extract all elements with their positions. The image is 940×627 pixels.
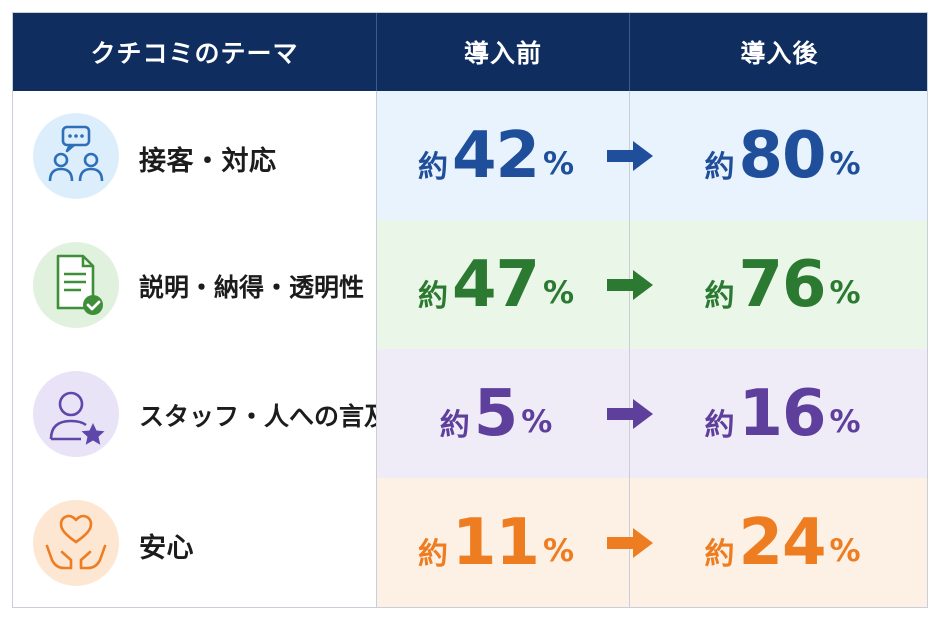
table-row: 説明・納得・透明性約 47% 約 76%	[13, 220, 927, 349]
value-prefix: 約	[704, 407, 735, 443]
value-number: 47	[451, 247, 540, 322]
arrow-right-icon	[607, 398, 653, 429]
value-number: 11	[451, 505, 540, 580]
table-row: 安心約 11% 約 24%	[13, 478, 927, 607]
person-star-icon-graphic	[49, 391, 105, 445]
arrow-right-icon	[607, 527, 653, 558]
heart-hands-icon-graphic	[45, 514, 107, 569]
header-before: 導入前	[463, 39, 542, 68]
column-divider	[376, 220, 377, 349]
table-header: クチコミのテーマ 導入前 導入後	[13, 13, 927, 91]
value-before: 約 5%	[376, 349, 616, 478]
value-number: 80	[738, 118, 826, 193]
value-cell: 約 47% 約 76%	[376, 220, 927, 349]
value-number: 24	[738, 505, 826, 580]
value-unit: %	[543, 532, 575, 569]
column-divider	[376, 91, 377, 220]
value-before: 約 42%	[376, 91, 616, 220]
value-before: 約 11%	[376, 478, 616, 607]
theme-label: スタッフ・人への言及	[139, 401, 390, 431]
theme-cell: 説明・納得・透明性	[13, 220, 376, 349]
person-star-icon	[33, 370, 119, 457]
table-row: スタッフ・人への言及約 5% 約 16%	[13, 349, 927, 478]
value-prefix: 約	[417, 278, 448, 314]
theme-label: 安心	[139, 532, 194, 564]
value-number: 76	[738, 247, 826, 322]
header-divider	[629, 13, 630, 91]
value-unit: %	[829, 274, 861, 311]
arrow-right-icon	[607, 140, 653, 171]
column-divider	[376, 349, 377, 478]
header-theme: クチコミのテーマ	[90, 39, 299, 68]
value-unit: %	[829, 145, 861, 182]
value-unit: %	[829, 532, 861, 569]
document-check-icon-graphic	[56, 254, 103, 315]
header-divider	[376, 13, 377, 91]
theme-cell: 接客・対応	[13, 91, 376, 220]
value-prefix: 約	[704, 536, 735, 572]
value-number: 16	[738, 376, 826, 451]
table-row: 接客・対応約 42% 約 80%	[13, 91, 927, 220]
arrow-right-icon	[607, 269, 653, 300]
value-after: 約 16%	[656, 349, 909, 478]
value-number: 42	[451, 118, 540, 193]
column-divider	[376, 478, 377, 607]
value-after: 約 24%	[656, 478, 909, 607]
value-prefix: 約	[417, 536, 448, 572]
people-speech-icon	[33, 112, 119, 199]
people-speech-icon-graphic	[48, 125, 104, 181]
value-prefix: 約	[704, 149, 735, 185]
value-cell: 約 42% 約 80%	[376, 91, 927, 220]
theme-cell: 安心	[13, 478, 376, 607]
value-unit: %	[521, 403, 553, 440]
value-before: 約 47%	[376, 220, 616, 349]
value-unit: %	[543, 274, 575, 311]
heart-hands-icon	[33, 499, 119, 586]
value-number: 5	[473, 376, 519, 451]
value-cell: 約 11% 約 24%	[376, 478, 927, 607]
value-unit: %	[829, 403, 861, 440]
value-prefix: 約	[417, 149, 448, 185]
value-after: 約 80%	[656, 91, 909, 220]
value-unit: %	[543, 145, 575, 182]
value-cell: 約 5% 約 16%	[376, 349, 927, 478]
value-after: 約 76%	[656, 220, 909, 349]
theme-label: 接客・対応	[139, 145, 277, 177]
document-check-icon	[33, 241, 119, 328]
value-prefix: 約	[439, 407, 470, 443]
theme-cell: スタッフ・人への言及	[13, 349, 389, 478]
comparison-table: クチコミのテーマ 導入前 導入後 接客・対応約 42% 約 80% 説明・納得・透明性…	[12, 12, 928, 608]
value-prefix: 約	[704, 278, 735, 314]
header-after: 導入後	[740, 39, 819, 68]
theme-label: 説明・納得・透明性	[139, 272, 365, 302]
